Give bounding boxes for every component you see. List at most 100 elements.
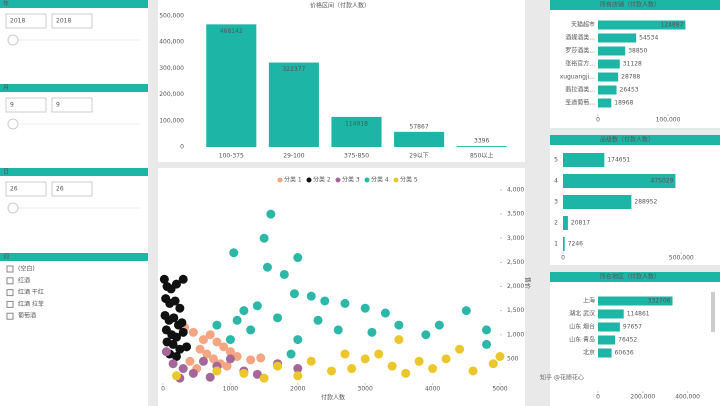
input-box[interactable] xyxy=(5,181,47,197)
category-label[interactable]: 酒媒酒类... xyxy=(565,34,595,42)
bar[interactable] xyxy=(598,85,617,95)
legend-marker[interactable] xyxy=(335,177,341,183)
category-label[interactable]: 张裕官方... xyxy=(565,60,595,68)
point[interactable] xyxy=(482,325,492,335)
category-label[interactable]: 罗莎酒类... xyxy=(565,47,595,55)
point[interactable] xyxy=(171,351,181,361)
input-box[interactable] xyxy=(5,97,47,113)
category-label[interactable]: 圣道葡萄... xyxy=(565,99,595,107)
point[interactable] xyxy=(374,349,384,359)
category-label[interactable]: 上海 xyxy=(583,297,595,305)
point[interactable] xyxy=(212,337,222,347)
point[interactable] xyxy=(229,248,239,258)
point[interactable] xyxy=(188,368,198,378)
point[interactable] xyxy=(293,371,303,381)
category-label[interactable]: 山东 青岛 xyxy=(569,336,595,344)
scrollbar[interactable] xyxy=(711,292,715,332)
point[interactable] xyxy=(195,344,205,354)
bar[interactable] xyxy=(598,59,620,69)
legend-marker[interactable] xyxy=(364,177,370,183)
point[interactable] xyxy=(360,303,370,313)
point[interactable] xyxy=(178,364,188,374)
bar[interactable] xyxy=(598,296,673,306)
input-box[interactable] xyxy=(51,97,93,113)
checkbox[interactable] xyxy=(6,312,14,320)
point[interactable] xyxy=(455,344,465,354)
checkbox[interactable] xyxy=(6,277,14,285)
category-label[interactable]: 5 xyxy=(554,157,558,164)
point[interactable] xyxy=(252,369,262,379)
point[interactable] xyxy=(414,356,424,366)
point[interactable] xyxy=(171,371,181,381)
bar[interactable] xyxy=(598,335,616,345)
category-label[interactable]: 北京 xyxy=(583,349,595,357)
legend-label[interactable]: 分类 3 xyxy=(342,176,360,184)
point[interactable] xyxy=(266,209,276,219)
point[interactable] xyxy=(246,355,256,365)
bar[interactable] xyxy=(598,309,624,319)
point[interactable] xyxy=(178,327,188,337)
point[interactable] xyxy=(293,253,303,263)
point[interactable] xyxy=(225,354,235,364)
slider-handle[interactable] xyxy=(7,118,19,130)
point[interactable] xyxy=(246,325,256,335)
point[interactable] xyxy=(175,303,185,313)
category-label[interactable]: xuguangji... xyxy=(560,74,595,81)
category-label[interactable]: 天猫超市 xyxy=(571,21,595,29)
point[interactable] xyxy=(202,349,212,359)
point[interactable] xyxy=(434,320,444,330)
point[interactable] xyxy=(360,354,370,364)
legend-marker[interactable] xyxy=(277,177,283,183)
point[interactable] xyxy=(482,339,492,349)
bar[interactable] xyxy=(598,98,612,108)
category-label[interactable]: 2 xyxy=(554,220,558,227)
legend-label[interactable]: 分类 2 xyxy=(313,176,331,184)
point[interactable] xyxy=(279,269,289,279)
legend-label[interactable]: 分类 4 xyxy=(371,176,389,184)
point[interactable] xyxy=(159,274,169,284)
point[interactable] xyxy=(212,366,222,376)
point[interactable] xyxy=(380,308,390,318)
point[interactable] xyxy=(239,368,249,378)
point[interactable] xyxy=(289,289,299,299)
point[interactable] xyxy=(198,356,208,366)
point[interactable] xyxy=(259,373,269,383)
point[interactable] xyxy=(222,361,232,371)
point[interactable] xyxy=(168,359,178,369)
point[interactable] xyxy=(293,335,303,345)
slider-handle[interactable] xyxy=(7,34,19,46)
category-label[interactable]: 翡拉酒类... xyxy=(565,86,595,94)
point[interactable] xyxy=(161,347,171,357)
point[interactable] xyxy=(171,332,181,342)
point[interactable] xyxy=(178,274,188,284)
bar[interactable] xyxy=(563,174,676,188)
point[interactable] xyxy=(286,349,296,359)
point[interactable] xyxy=(205,372,215,382)
legend-marker[interactable] xyxy=(306,177,312,183)
point[interactable] xyxy=(185,356,195,366)
bar[interactable] xyxy=(563,237,565,251)
point[interactable] xyxy=(168,339,178,349)
bar[interactable] xyxy=(598,46,626,56)
point[interactable] xyxy=(182,342,192,352)
checkbox[interactable] xyxy=(6,300,14,308)
bar[interactable] xyxy=(598,20,686,30)
point[interactable] xyxy=(205,330,215,340)
point[interactable] xyxy=(259,233,269,243)
input-box[interactable] xyxy=(51,13,93,29)
bar[interactable] xyxy=(598,72,619,82)
point[interactable] xyxy=(401,368,411,378)
legend-label[interactable]: 分类 5 xyxy=(400,176,418,184)
point[interactable] xyxy=(293,364,303,374)
category-label[interactable]: 湖北 武汉 xyxy=(569,310,595,318)
point[interactable] xyxy=(333,325,343,335)
point[interactable] xyxy=(177,318,187,328)
point[interactable] xyxy=(256,353,266,363)
legend-label[interactable]: 分类 1 xyxy=(284,176,302,184)
slider-handle[interactable] xyxy=(7,202,19,214)
point[interactable] xyxy=(225,347,235,357)
legend-marker[interactable] xyxy=(393,177,399,183)
point[interactable] xyxy=(212,320,222,330)
bar[interactable] xyxy=(563,195,632,209)
point[interactable] xyxy=(327,366,336,376)
